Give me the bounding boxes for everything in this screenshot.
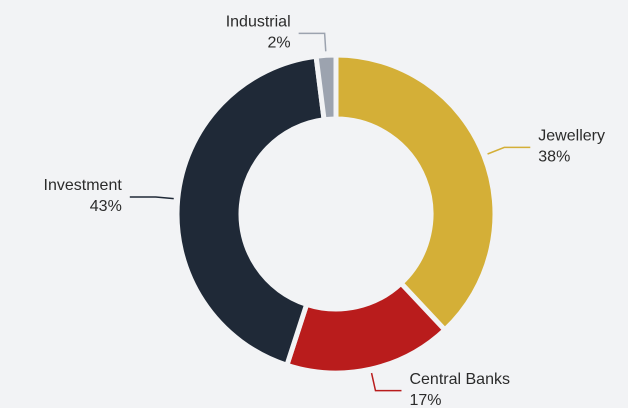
leader-line (487, 146, 531, 155)
slice-value-label: 38% (538, 149, 570, 166)
slice-label: Jewellery (538, 128, 605, 145)
slice-value-label: 43% (90, 198, 122, 215)
slice-label: Central Banks (409, 371, 510, 388)
donut-segment (174, 53, 327, 368)
leader-line (129, 196, 174, 200)
slice-value-label: 17% (409, 392, 441, 408)
slice-label: Investment (44, 177, 123, 194)
leader-line (370, 372, 402, 392)
slice-label: Industrial (226, 14, 291, 31)
slice-value-label: 2% (268, 35, 291, 52)
leader-line (298, 32, 327, 52)
donut-segment (313, 52, 339, 123)
donut-segment (333, 52, 498, 333)
